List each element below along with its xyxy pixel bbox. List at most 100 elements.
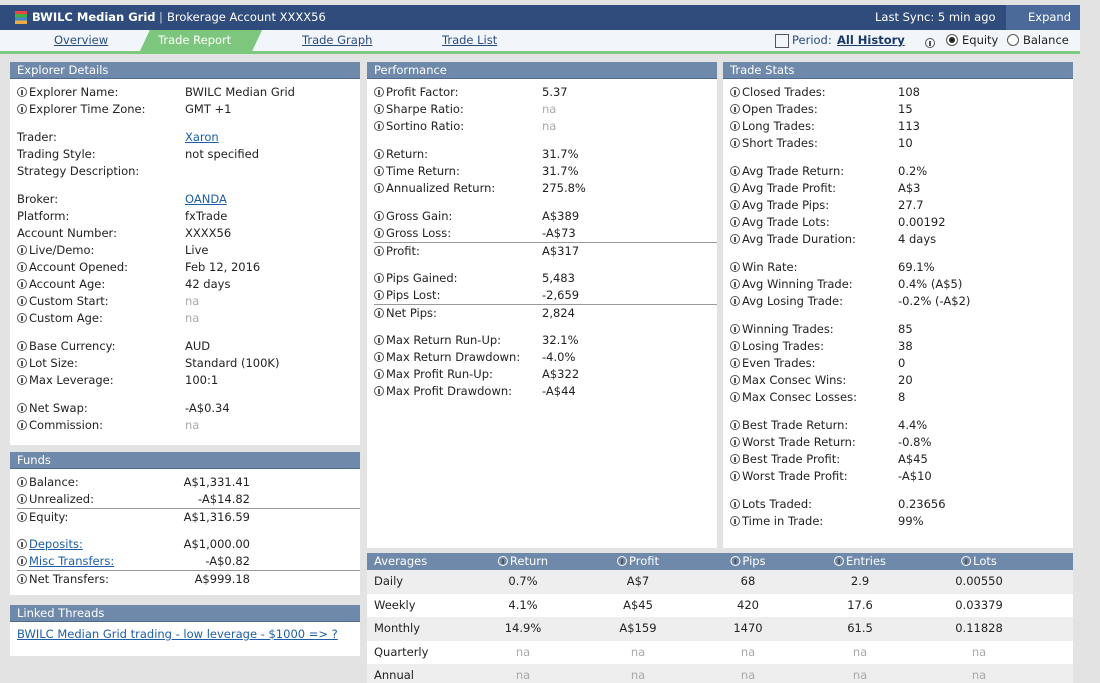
period-name: Annual	[374, 668, 414, 682]
stat-value: na	[542, 119, 557, 133]
stat-row: Open Trades: 15	[730, 101, 1073, 118]
stat-value: AUD	[185, 339, 211, 353]
tab[interactable]: Trade List	[424, 30, 520, 51]
tab[interactable]: Trade Report	[140, 30, 262, 51]
stat-label[interactable]: Deposits:	[29, 537, 83, 551]
row-group: Explorer Name: BWILC Median Grid Explorer …	[17, 84, 360, 118]
stat-row: Account Number: XXXX56	[17, 225, 360, 242]
info-icon	[374, 386, 384, 396]
sync-status: Last Sync: 5 min ago	[875, 10, 996, 24]
divider: |	[159, 10, 163, 24]
stat-label: Base Currency:	[29, 339, 116, 353]
info-icon	[730, 138, 740, 148]
stat-value: 99%	[898, 514, 924, 528]
stat-value[interactable]: Xaron	[185, 130, 219, 144]
info-icon	[374, 183, 384, 193]
stat-label: Sharpe Ratio:	[386, 102, 464, 116]
thread-link[interactable]: BWILC Median Grid trading - low leverage…	[17, 627, 338, 641]
stat-value: GMT +1	[185, 102, 232, 116]
tab[interactable]: Trade Graph	[284, 30, 400, 51]
stat-label: Max Return Drawdown:	[386, 350, 521, 364]
stat-value: na	[185, 418, 200, 432]
row-group: Deposits: A$1,000.00 Misc Transfers: -A$0.8…	[17, 536, 360, 587]
stat-value: na	[185, 311, 200, 325]
panel-header: Trade Stats	[723, 62, 1073, 79]
stat-label[interactable]: Misc Transfers:	[29, 554, 115, 568]
info-icon	[730, 262, 740, 272]
stat-label: Avg Trade Return:	[742, 164, 845, 178]
info-icon	[617, 556, 627, 566]
average-value: na	[852, 644, 868, 659]
stat-row: Profit: A$317	[374, 242, 717, 259]
radio[interactable]	[1007, 34, 1019, 46]
stat-value: -A$44	[542, 384, 576, 398]
stat-value: 38	[898, 339, 913, 353]
tab[interactable]: Overview	[36, 30, 120, 51]
panel-header: Explorer Details	[10, 62, 360, 79]
stat-value: 42 days	[185, 277, 231, 291]
stat-row: Sortino Ratio: na	[374, 118, 717, 135]
average-value: 0.00550	[955, 574, 1003, 588]
stat-label: Profit Factor:	[386, 85, 459, 99]
info-icon	[17, 104, 27, 114]
stat-row: Win Rate: 69.1%	[730, 259, 1073, 276]
radio-label: Equity	[962, 33, 999, 47]
stat-label: Custom Start:	[29, 294, 109, 308]
stat-label: Worst Trade Return:	[742, 435, 856, 449]
info-icon	[730, 420, 740, 430]
row-group: Return: 31.7% Time Return: 31.7% Annualized …	[374, 146, 717, 197]
stat-row: Avg Trade Pips: 27.7	[730, 197, 1073, 214]
header: BWILC Median Grid | Brokerage Account XX…	[0, 5, 1080, 30]
stat-value[interactable]: OANDA	[185, 192, 227, 206]
column-label: Entries	[845, 554, 887, 568]
info-icon	[730, 471, 740, 481]
average-value: 0.7%	[508, 574, 538, 588]
stat-value: Standard (100K)	[185, 356, 280, 370]
info-icon	[730, 200, 740, 210]
stat-label: Time Return:	[386, 164, 460, 178]
column-header: Lots	[961, 553, 997, 570]
stat-value: A$1,316.59	[183, 510, 250, 524]
stat-row: Strategy Description:	[17, 163, 360, 180]
period-value[interactable]: All History	[837, 33, 905, 47]
stat-value: 113	[898, 119, 920, 133]
info-icon	[374, 246, 384, 256]
info-icon	[730, 234, 740, 244]
stat-label: Profit:	[386, 244, 420, 258]
stat-row: Custom Start: na	[17, 293, 360, 310]
tab-label: Trade Report	[158, 33, 232, 47]
info-icon	[17, 341, 27, 351]
stat-row: Best Trade Profit: A$45	[730, 451, 1073, 468]
stat-label: Net Pips:	[386, 306, 437, 320]
stat-label: Avg Trade Profit:	[742, 181, 836, 195]
stat-value: -0.2% (-A$2)	[898, 294, 971, 308]
stat-value: 8	[898, 390, 906, 404]
column-header: Profit	[617, 553, 659, 570]
stat-label: Gross Loss:	[386, 226, 452, 240]
stat-label: Account Age:	[29, 277, 106, 291]
stat-row: Max Return Run-Up: 32.1%	[374, 332, 717, 349]
averages-row: Quarterly na na na na na	[367, 640, 1073, 664]
period-name: Quarterly	[374, 644, 429, 659]
stat-row: Explorer Name: BWILC Median Grid	[17, 84, 360, 101]
stat-label: Max Consec Losses:	[742, 390, 857, 404]
stat-value: 100:1	[185, 373, 219, 387]
stat-label: Platform:	[17, 209, 70, 223]
info-icon	[17, 477, 27, 487]
stat-label: Winning Trades:	[742, 322, 834, 336]
stat-row: Max Profit Run-Up: A$322	[374, 366, 717, 383]
expand-button[interactable]: Expand	[1006, 5, 1080, 30]
stat-value: A$3	[898, 181, 921, 195]
averages-header: Averages Return Profit Pips Entries Lots	[367, 553, 1073, 570]
stat-row: Max Consec Wins: 20	[730, 372, 1073, 389]
column-label: Profit	[629, 554, 659, 568]
stat-value: -A$10	[898, 469, 932, 483]
radio[interactable]	[946, 34, 958, 46]
stat-value: BWILC Median Grid	[185, 85, 295, 99]
stat-label: Balance:	[29, 475, 79, 489]
stat-label: Broker:	[17, 192, 59, 206]
info-icon	[730, 499, 740, 509]
tab-bar: Period: All History Overview Trade Report…	[0, 30, 1080, 54]
radio-label: Balance	[1023, 33, 1069, 47]
info-icon	[17, 313, 27, 323]
